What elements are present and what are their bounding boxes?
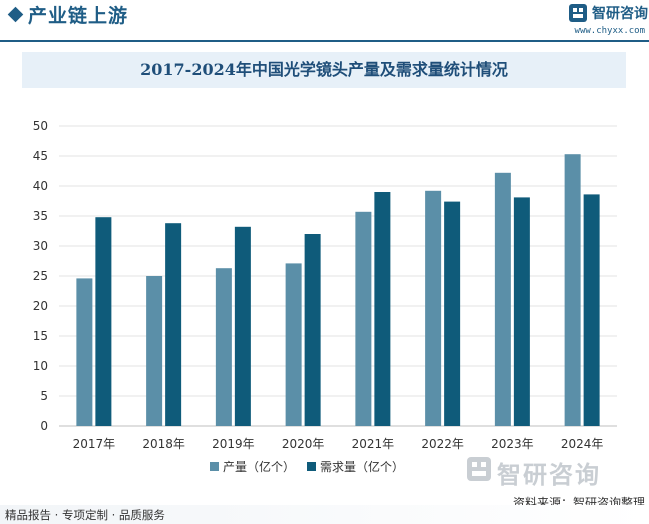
x-tick-label: 2017年: [73, 437, 116, 451]
y-tick-label: 0: [40, 419, 48, 433]
bar-production: [425, 190, 442, 426]
bar-chart: 0 5 10 15 20 25 30 35 40 45 50 2017年 2018年 2019年 2020年…: [33, 119, 617, 451]
bar-demand: [165, 223, 182, 426]
bar-demand: [234, 226, 251, 426]
bar-demand: [95, 217, 112, 426]
watermark-logo-icon: [467, 457, 491, 481]
watermark-name: 智研咨询: [497, 461, 601, 489]
x-tick-label: 2018年: [142, 437, 185, 451]
header: 产业链上游 智研咨询 www.chyxx.com: [0, 0, 649, 44]
legend-item-production: 产量（亿个）: [210, 458, 295, 475]
y-tick-label: 25: [33, 269, 48, 283]
logo-name: 智研咨询: [592, 6, 648, 22]
legend-label-production: 产量（亿个）: [223, 459, 296, 474]
x-tick-label: 2023年: [491, 437, 534, 451]
bar-demand: [444, 201, 461, 426]
footer: 精品报告 · 专项定制 · 品质服务: [0, 505, 649, 524]
bar-production: [146, 276, 163, 426]
chart-legend: 产量（亿个） 需求量（亿个）: [210, 458, 416, 474]
bar-demand: [304, 234, 321, 426]
bar-production: [564, 154, 581, 426]
logo-url: www.chyxx.com: [574, 26, 645, 36]
footer-slogan: 精品报告 · 专项定制 · 品质服务: [5, 508, 165, 522]
y-tick-label: 15: [33, 329, 48, 343]
zhiyan-logo-icon: [569, 4, 587, 22]
y-tick-label: 10: [33, 359, 48, 373]
y-tick-label: 40: [33, 179, 48, 193]
x-tick-label: 2019年: [212, 437, 255, 451]
x-tick-label: 2024年: [561, 437, 604, 451]
legend-swatch-production: [210, 461, 219, 471]
y-tick-label: 20: [33, 299, 48, 313]
bar-production: [355, 211, 372, 426]
diamond-icon: [7, 6, 24, 23]
bar-production: [215, 268, 232, 426]
chart-title: 2017-2024年中国光学镜头产量及需求量统计情况: [140, 60, 508, 79]
bar-demand: [374, 192, 391, 426]
header-divider: [0, 40, 649, 42]
y-tick-label: 35: [33, 209, 48, 223]
legend-item-demand: 需求量（亿个）: [307, 458, 404, 475]
legend-swatch-demand: [307, 461, 317, 471]
bar-production: [76, 278, 93, 426]
y-tick-label: 50: [33, 119, 48, 133]
bar-production: [285, 263, 302, 426]
chart-title-band: 2017-2024年中国光学镜头产量及需求量统计情况: [22, 52, 626, 88]
x-tick-label: 2021年: [352, 437, 395, 451]
bar-demand: [513, 197, 530, 426]
x-tick-label: 2022年: [421, 437, 464, 451]
y-tick-label: 5: [40, 389, 48, 403]
legend-label-demand: 需求量（亿个）: [320, 459, 405, 474]
y-tick-label: 30: [33, 239, 48, 253]
x-tick-label: 2020年: [282, 437, 325, 451]
bar-production: [494, 172, 511, 426]
y-tick-label: 45: [33, 149, 48, 163]
bar-demand: [583, 194, 600, 426]
section-title: 产业链上游: [28, 5, 129, 27]
